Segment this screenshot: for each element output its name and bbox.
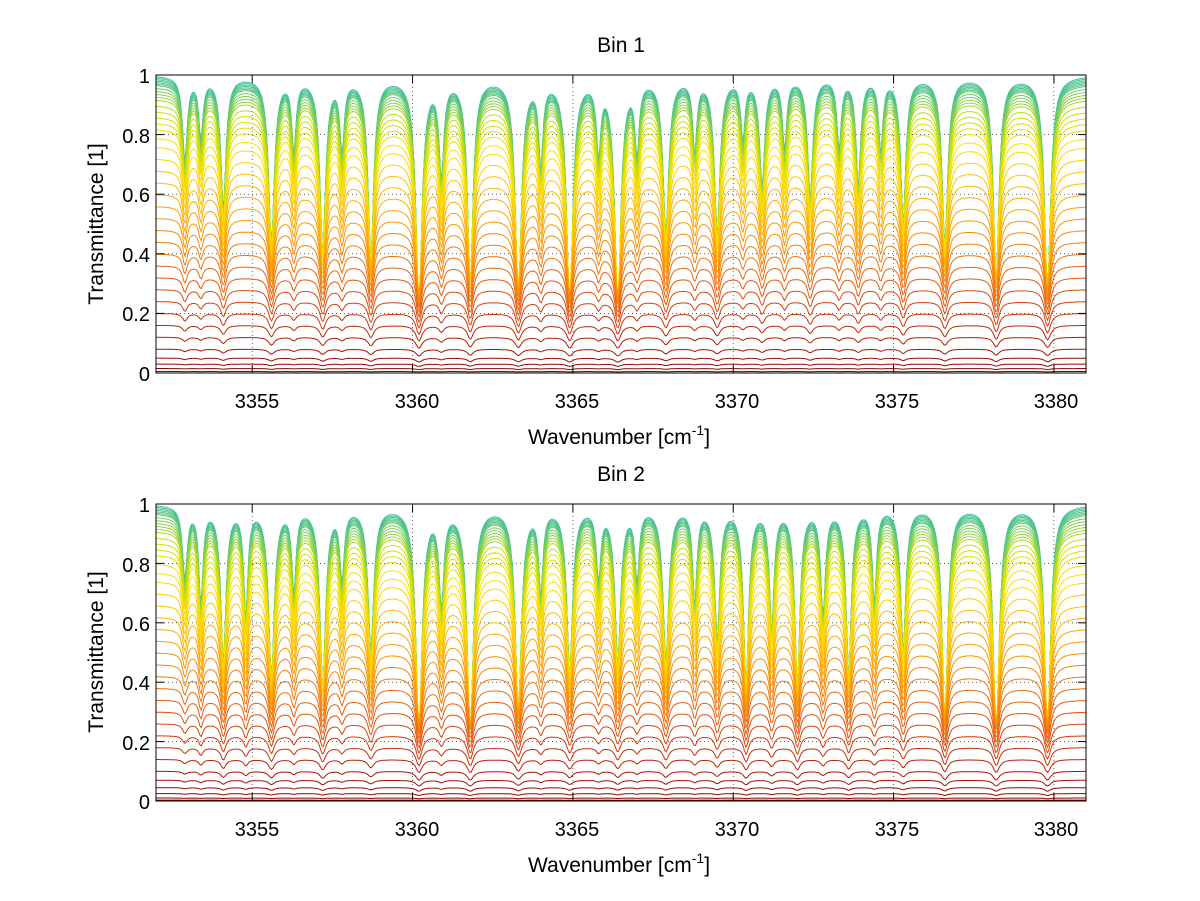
series-line: [155, 230, 1087, 302]
y-tick-label: 1: [139, 495, 150, 517]
series-line: [156, 368, 1086, 371]
x-axis-label-superscript: -1: [692, 422, 705, 438]
series-line: [156, 363, 1086, 367]
x-axis-label-end: ]: [704, 854, 710, 877]
x-tick-label: 3375: [875, 819, 920, 841]
series-line: [156, 787, 1086, 792]
series-line: [155, 253, 1087, 309]
x-axis-label-main: Wavenumber [cm: [528, 426, 692, 449]
series-line: [156, 629, 1087, 724]
y-tick-label: 0: [139, 364, 150, 386]
y-tick-label: 0.6: [122, 614, 150, 636]
series-line: [156, 797, 1086, 800]
y-tick-label: 0: [139, 792, 150, 814]
series-line: [156, 711, 1086, 750]
series-line: [156, 759, 1086, 774]
y-axis: 0 0.2 0.4 0.6 0.8 1 Transmittance [1]: [85, 495, 1086, 814]
x-axis: 3355 3360 3365 3370 3375 3380 Wavenumber…: [235, 75, 1079, 449]
series-line: [156, 265, 1086, 315]
x-axis-label-superscript: -1: [692, 850, 705, 866]
y-axis-label: Transmittance [1]: [85, 143, 108, 304]
series-line: [156, 357, 1087, 363]
x-tick-label: 3355: [235, 819, 280, 841]
x-tick-label: 3360: [395, 819, 440, 841]
x-tick-label: 3370: [715, 391, 760, 413]
x-tick-label: 3380: [1034, 819, 1079, 841]
y-tick-label: 0.8: [122, 126, 150, 148]
y-tick-label: 0.2: [122, 304, 150, 326]
y-axis: 0 0.2 0.4 0.6 0.8 1 Transmittance [1]: [85, 66, 1086, 386]
series-line: [156, 676, 1087, 735]
chart-title: Bin 2: [597, 463, 645, 486]
series-line: [156, 218, 1087, 299]
y-tick-label: 0.4: [122, 673, 150, 695]
series-line: [156, 793, 1086, 797]
chart-panel-bin-2: Bin 2 3355 3360 3365 3370 3375 3380 Wave…: [85, 463, 1087, 877]
y-tick-label: 0.8: [122, 555, 150, 577]
series-line: [156, 617, 1087, 723]
series-line: [155, 652, 1087, 729]
y-tick-label: 0.4: [122, 245, 150, 267]
series-line: [156, 779, 1086, 787]
chart-panel-bin-1: Bin 1 3355 3360 3365 3370 3375 3380 Wave…: [85, 34, 1087, 449]
series-line: [155, 664, 1086, 732]
x-tick-label: 3365: [555, 819, 600, 841]
series-line: [156, 289, 1086, 324]
x-tick-label: 3380: [1034, 391, 1079, 413]
x-tick-label: 3365: [555, 391, 600, 413]
y-tick-label: 0.2: [122, 733, 150, 755]
series-line: [156, 723, 1086, 755]
x-tick-label: 3360: [395, 391, 440, 413]
y-tick-label: 0.6: [122, 185, 150, 207]
series-line: [155, 593, 1087, 722]
series-line: [156, 348, 1086, 357]
x-axis-label: Wavenumber [cm-1]: [528, 422, 710, 449]
series-line: [156, 301, 1086, 330]
series-line: [156, 770, 1086, 781]
series-line: [155, 581, 1087, 722]
series-line: [156, 699, 1086, 745]
x-tick-label: 3370: [715, 819, 760, 841]
series-lines: [155, 76, 1087, 373]
x-axis-label-main: Wavenumber [cm: [528, 854, 692, 877]
series-line: [156, 605, 1087, 722]
series-line: [156, 277, 1086, 319]
y-axis-label: Transmittance [1]: [85, 571, 108, 732]
series-line: [156, 241, 1087, 305]
series-line: [156, 336, 1086, 349]
axes-box: [155, 503, 1087, 802]
x-axis-label: Wavenumber [cm-1]: [528, 850, 710, 877]
x-tick-label: 3355: [235, 391, 280, 413]
x-tick-label: 3375: [875, 391, 920, 413]
x-axis-label-end: ]: [704, 426, 710, 449]
x-tick-marks: [251, 504, 1055, 801]
series-line: [156, 735, 1086, 761]
x-axis: 3355 3360 3365 3370 3375 3380 Wavenumber…: [235, 504, 1079, 877]
y-tick-marks: [156, 503, 1086, 802]
y-tick-label: 1: [139, 66, 150, 88]
series-line: [155, 324, 1086, 342]
series-line: [156, 688, 1086, 741]
axes-box: [155, 74, 1087, 374]
plot-area: [155, 74, 1087, 374]
series-line: [155, 206, 1087, 297]
series-lines: [155, 505, 1087, 801]
y-tick-marks: [156, 74, 1086, 374]
series-line: [156, 313, 1087, 336]
series-line: [156, 747, 1086, 767]
series-line: [155, 640, 1087, 726]
x-tick-marks: [251, 75, 1055, 373]
plot-area: [155, 503, 1087, 802]
chart-title: Bin 1: [597, 34, 645, 57]
